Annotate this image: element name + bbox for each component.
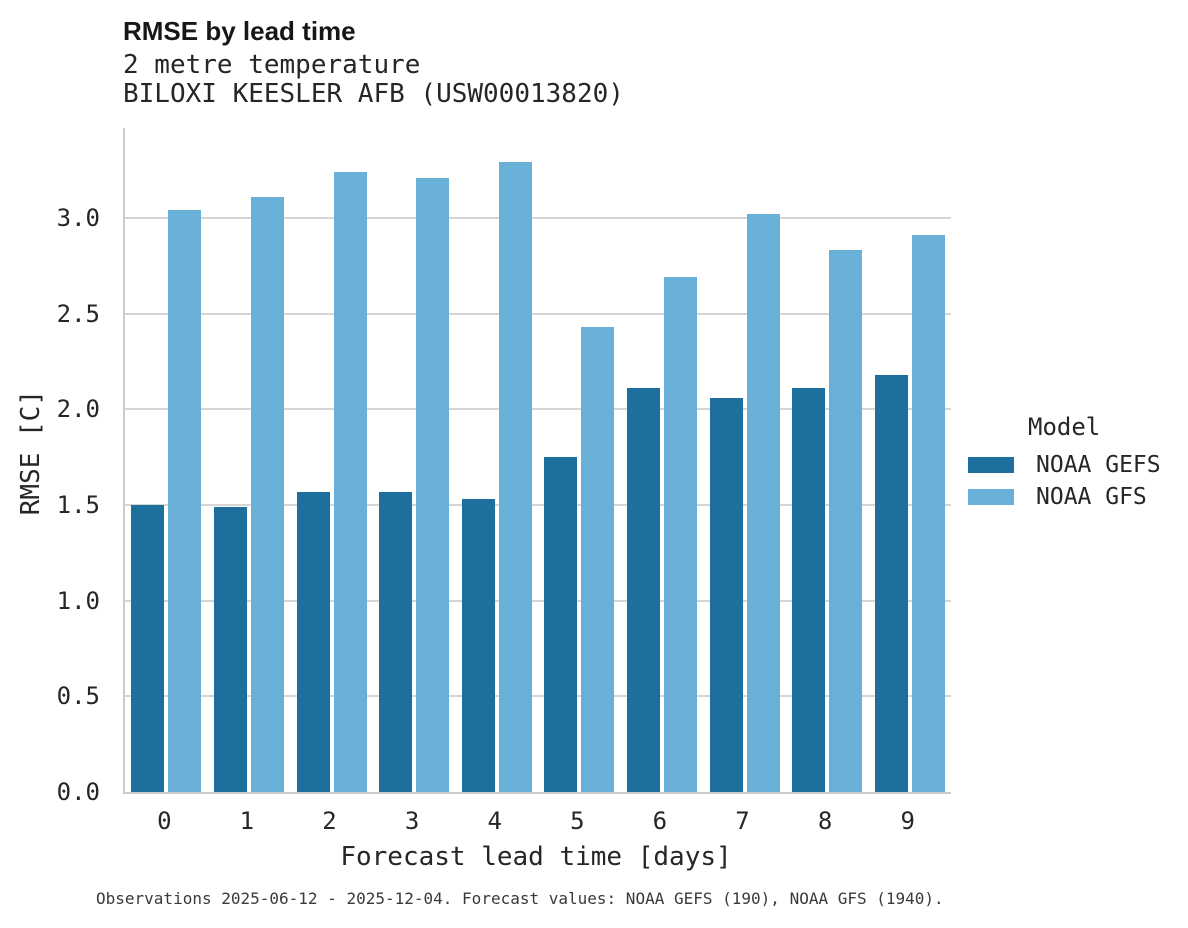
- bar-noaa-gfs-lead-9: [911, 235, 945, 792]
- x-tick-label: 5: [570, 807, 585, 835]
- x-tick-label: 7: [735, 807, 750, 835]
- y-tick-label: 2.0: [56, 395, 100, 424]
- y-tick-label: 0.5: [56, 682, 100, 711]
- bar-noaa-gefs-lead-0: [131, 504, 165, 792]
- gridline: [125, 695, 951, 698]
- y-tick-label: 3.0: [56, 203, 100, 232]
- bar-noaa-gfs-lead-5: [581, 327, 615, 792]
- x-tick-label: 9: [900, 807, 915, 835]
- chart-subtitle-station: BILOXI KEESLER AFB (USW00013820): [123, 79, 624, 109]
- x-tick-label: 2: [322, 807, 337, 835]
- bar-noaa-gefs-lead-1: [213, 506, 247, 792]
- x-tick-label: 0: [157, 807, 172, 835]
- gridline: [125, 216, 951, 219]
- x-tick-label: 6: [652, 807, 668, 835]
- x-tick-label: 1: [239, 807, 255, 835]
- bar-noaa-gfs-lead-8: [829, 250, 863, 792]
- bar-noaa-gfs-lead-2: [333, 172, 367, 792]
- bar-noaa-gfs-lead-7: [746, 214, 780, 792]
- bar-noaa-gefs-lead-5: [544, 457, 578, 792]
- gridline: [125, 599, 951, 602]
- bar-noaa-gefs-lead-8: [792, 388, 826, 792]
- gridline: [125, 503, 951, 506]
- y-tick-label: 1.5: [56, 490, 100, 519]
- y-tick-label: 1.0: [56, 586, 100, 615]
- bar-noaa-gefs-lead-3: [379, 491, 413, 792]
- legend-swatch-noaa-gfs: [968, 489, 1014, 505]
- bar-noaa-gfs-lead-0: [168, 210, 202, 792]
- bar-noaa-gfs-lead-4: [498, 162, 532, 792]
- legend-item-label-noaa-gfs: NOAA GFS: [1036, 484, 1147, 510]
- bar-noaa-gefs-lead-6: [626, 388, 660, 792]
- legend-title: Model: [1028, 413, 1101, 441]
- legend-item-label-noaa-gefs: NOAA GEFS: [1036, 452, 1161, 478]
- y-tick-label: 0.0: [56, 778, 100, 806]
- y-tick-label: 2.5: [56, 299, 100, 328]
- bar-noaa-gefs-lead-7: [709, 397, 743, 792]
- x-axis-title: Forecast lead time [days]: [340, 842, 732, 872]
- plot-area: [123, 128, 951, 794]
- footer-note: Observations 2025-06-12 - 2025-12-04. Fo…: [96, 889, 944, 908]
- x-tick-label: 8: [817, 807, 833, 835]
- bar-noaa-gfs-lead-1: [250, 196, 284, 792]
- gridline: [125, 408, 951, 411]
- x-tick-label: 3: [404, 807, 420, 835]
- x-tick-label: 4: [487, 807, 502, 835]
- gridline: [125, 312, 951, 315]
- legend-swatch-noaa-gefs: [968, 457, 1014, 473]
- bar-noaa-gefs-lead-2: [296, 491, 330, 792]
- chart-title: RMSE by lead time: [123, 16, 356, 46]
- bar-noaa-gfs-lead-6: [663, 277, 697, 792]
- bar-noaa-gefs-lead-4: [461, 499, 495, 792]
- chart-subtitle-variable: 2 metre temperature: [123, 50, 421, 80]
- bar-noaa-gefs-lead-9: [874, 374, 908, 792]
- bar-noaa-gfs-lead-3: [416, 177, 450, 792]
